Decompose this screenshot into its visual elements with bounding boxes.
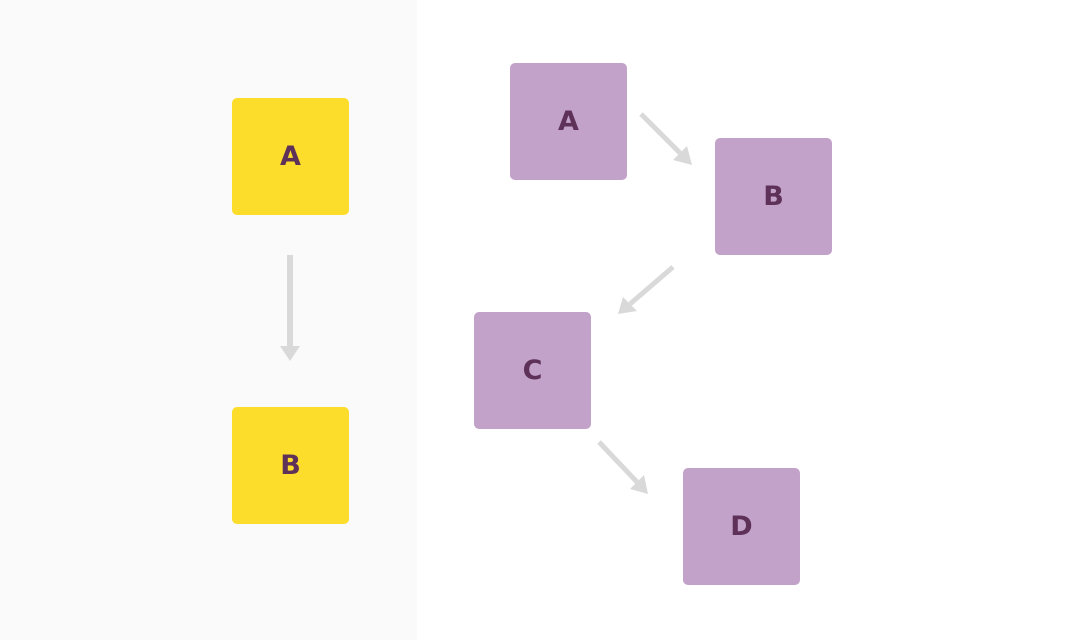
node-label: C [522, 355, 543, 386]
node-label: B [763, 181, 784, 212]
left-node-a: A [232, 98, 349, 215]
right-node-c: C [474, 312, 591, 429]
node-label: D [730, 511, 753, 542]
node-label: A [280, 141, 301, 172]
right-node-b: B [715, 138, 832, 255]
right-node-d: D [683, 468, 800, 585]
node-label: B [280, 450, 301, 481]
left-panel [0, 0, 417, 640]
node-label: A [558, 106, 579, 137]
right-node-a: A [510, 63, 627, 180]
left-node-b: B [232, 407, 349, 524]
